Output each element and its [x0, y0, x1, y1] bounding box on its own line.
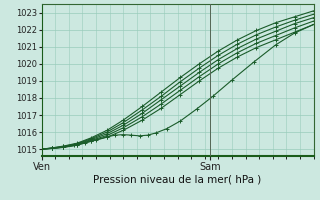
X-axis label: Pression niveau de la mer( hPa ): Pression niveau de la mer( hPa ) — [93, 174, 262, 184]
